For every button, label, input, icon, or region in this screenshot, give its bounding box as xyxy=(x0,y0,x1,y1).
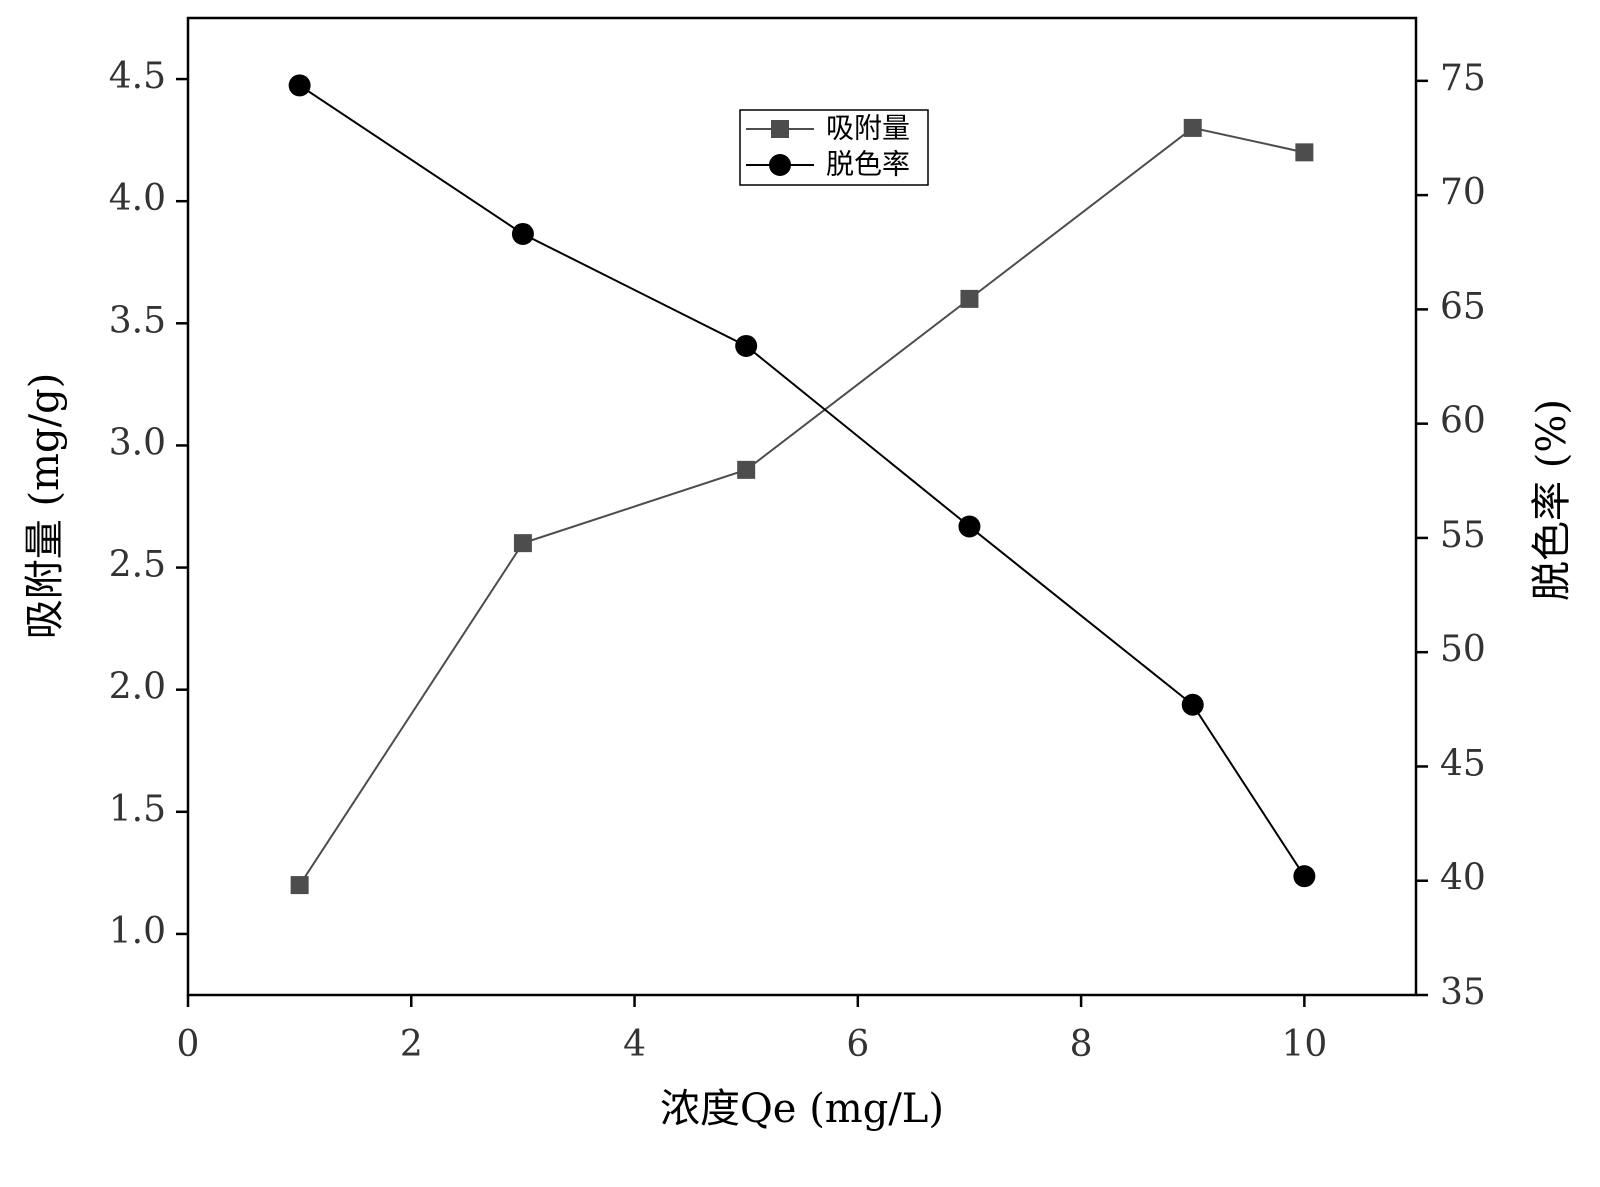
y2-tick-label: 75 xyxy=(1440,58,1486,99)
y-tick-label: 2.5 xyxy=(109,545,166,586)
y-tick-label: 1.5 xyxy=(109,789,166,830)
data-point xyxy=(290,876,309,895)
y-axis-title: 吸附量 (mg/g) xyxy=(22,373,68,640)
x-tick-label: 2 xyxy=(400,1024,423,1065)
x-axis-title: 浓度Qe (mg/L) xyxy=(660,1086,944,1132)
x-tick-label: 0 xyxy=(177,1024,200,1065)
data-point xyxy=(513,534,532,553)
data-point xyxy=(1293,865,1316,888)
x-tick-label: 4 xyxy=(623,1024,646,1065)
y-tick-label: 1.0 xyxy=(109,911,166,952)
y2-tick-label: 40 xyxy=(1440,858,1486,899)
data-point xyxy=(1295,143,1314,162)
y-tick-label: 4.5 xyxy=(109,56,166,97)
y-tick-label: 2.0 xyxy=(109,667,166,708)
data-point xyxy=(735,334,758,357)
legend-label: 脱色率 xyxy=(826,148,910,181)
data-point xyxy=(960,289,979,308)
y2-tick-label: 50 xyxy=(1440,629,1486,670)
legend-marker xyxy=(769,154,791,176)
y-tick-label: 4.0 xyxy=(109,178,166,219)
series-line xyxy=(298,126,1305,886)
legend-label: 吸附量 xyxy=(826,112,910,145)
x-tick-label: 8 xyxy=(1070,1024,1093,1065)
y-tick-label: 3.0 xyxy=(109,422,166,463)
series-line xyxy=(299,84,1306,877)
data-point xyxy=(1183,118,1202,137)
x-tick-label: 6 xyxy=(846,1024,869,1065)
data-point xyxy=(958,515,981,538)
y-tick-label: 3.5 xyxy=(109,300,166,341)
y2-tick-label: 55 xyxy=(1440,515,1486,556)
y2-tick-label: 65 xyxy=(1440,286,1486,327)
data-point xyxy=(1181,693,1204,716)
data-point xyxy=(288,74,311,97)
data-point xyxy=(511,222,534,245)
legend-marker xyxy=(771,120,789,138)
x-tick-label: 10 xyxy=(1281,1024,1327,1065)
y2-tick-label: 35 xyxy=(1440,972,1486,1013)
data-point xyxy=(737,460,756,479)
y2-tick-label: 45 xyxy=(1440,743,1486,784)
y2-axis-title: 脱色率 (%) xyxy=(1529,399,1575,601)
y2-tick-label: 70 xyxy=(1440,172,1486,213)
y2-tick-label: 60 xyxy=(1440,401,1486,442)
plot-frame xyxy=(186,16,1418,997)
